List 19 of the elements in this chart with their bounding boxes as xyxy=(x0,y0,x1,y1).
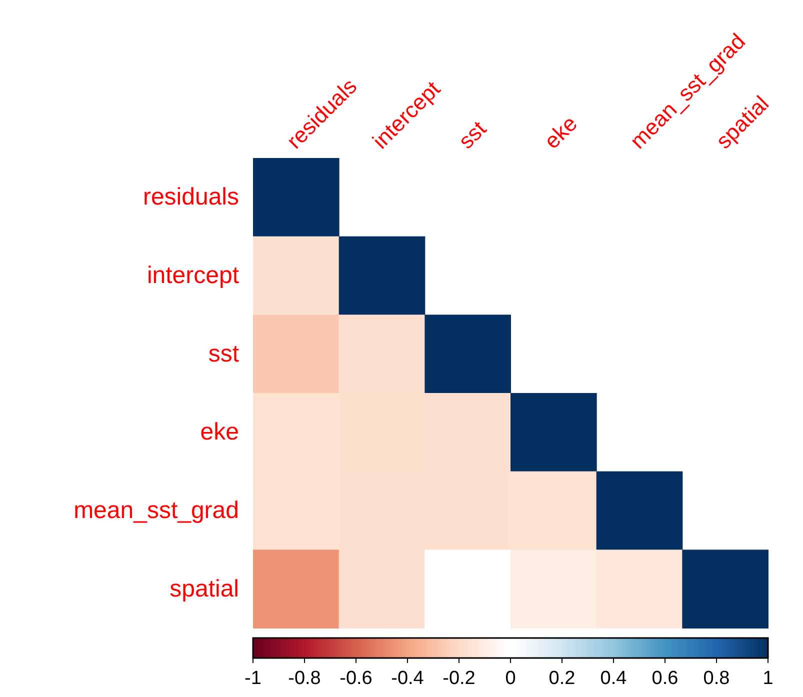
color-bar-label: 0.6 xyxy=(652,668,678,689)
color-bar-label: 0.4 xyxy=(600,668,628,689)
color-bar-label: 0 xyxy=(505,668,516,689)
color-bar-label: 1 xyxy=(762,668,774,689)
color-bar-label: 0.2 xyxy=(548,668,576,689)
color-bar-label: -1 xyxy=(244,668,262,689)
color-bar-label: -0.8 xyxy=(288,668,321,689)
y-tick-label: residuals xyxy=(142,184,239,211)
color-bar-label: -0.6 xyxy=(340,668,372,689)
y-tick-label: spatial xyxy=(170,575,239,602)
color-bar-label: -0.4 xyxy=(391,668,424,689)
y-tick-label: intercept xyxy=(146,262,240,289)
color-bar-label: -0.2 xyxy=(442,668,476,689)
y-tick-label: mean_sst_grad xyxy=(74,497,239,524)
y-tick-label: eke xyxy=(200,418,239,446)
color-bar-label: 0.8 xyxy=(703,668,730,689)
x-tick-label: sst xyxy=(453,116,492,154)
x-tick-label: eke xyxy=(539,110,582,154)
y-tick-label: sst xyxy=(208,340,240,368)
